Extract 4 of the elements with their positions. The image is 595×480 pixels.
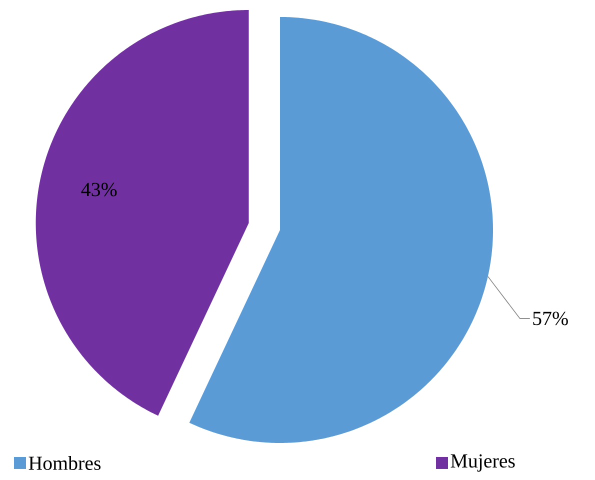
legend-label: Mujeres — [450, 454, 515, 472]
legend-label: Hombres — [28, 456, 101, 470]
data-label: 57% — [533, 312, 568, 326]
data-label: 43% — [81, 182, 117, 196]
